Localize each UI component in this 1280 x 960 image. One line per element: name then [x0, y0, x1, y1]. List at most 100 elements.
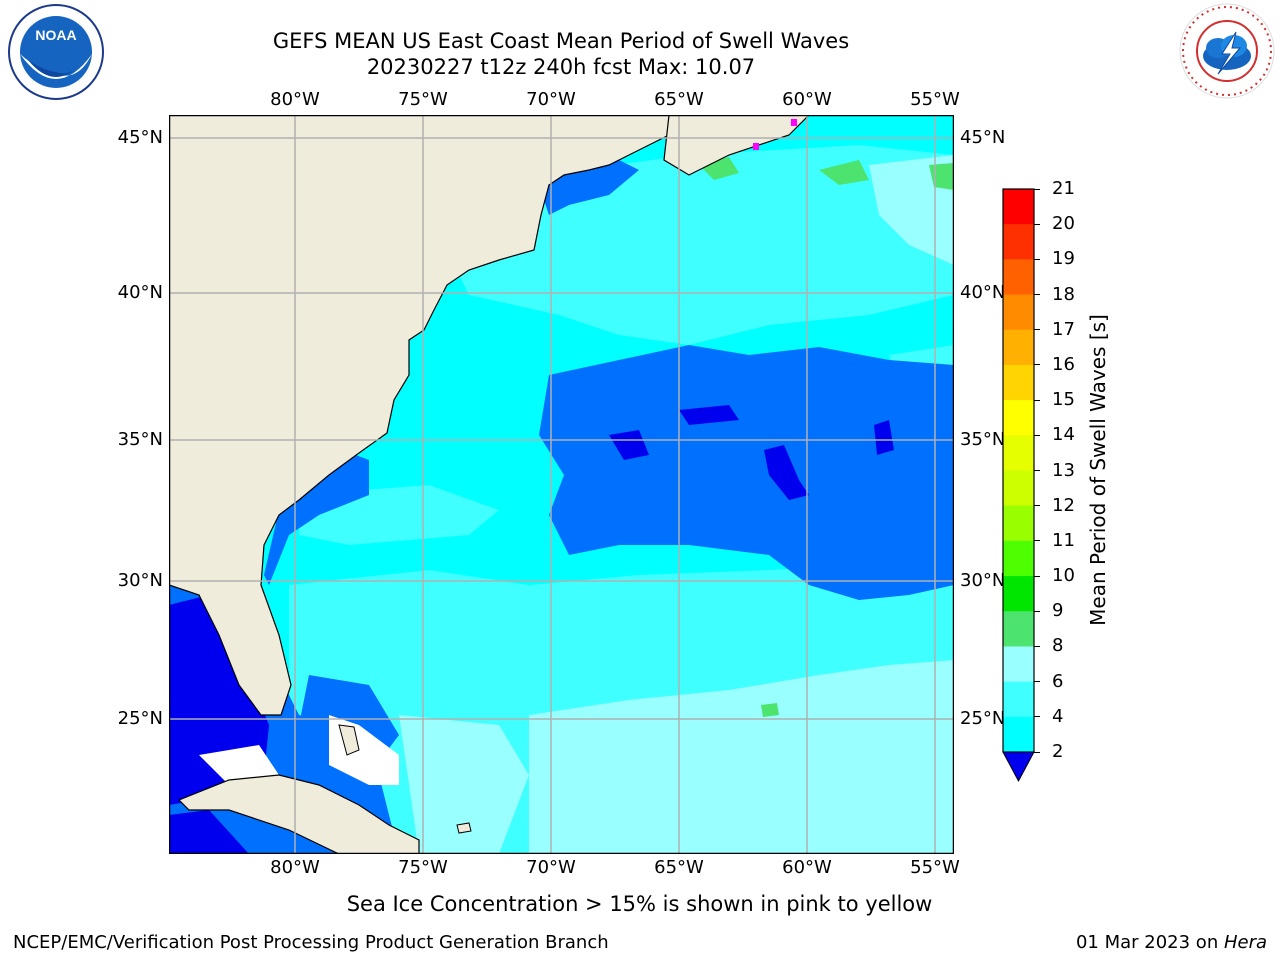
colorbar-band	[1003, 716, 1034, 753]
lat-label-right: 35°N	[960, 429, 1006, 450]
colorbar-band	[1003, 681, 1034, 718]
colorbar-band	[1003, 364, 1034, 401]
colorbar-tick-mark	[1034, 716, 1040, 718]
graticule	[169, 115, 954, 854]
lat-label-left: 45°N	[117, 127, 163, 148]
lon-label-top: 80°W	[270, 89, 320, 110]
sea-ice-mark-1	[791, 119, 797, 126]
masked-area-keys	[199, 745, 279, 785]
colorbar-tick-label: 6	[1052, 670, 1064, 692]
noaa-logo: NOAA	[8, 4, 104, 100]
map-canvas	[168, 114, 955, 855]
colorbar-tick-mark	[1034, 188, 1040, 190]
colorbar-tick-label: 4	[1052, 705, 1064, 727]
lat-label-right: 40°N	[960, 282, 1006, 303]
colorbar-band	[1003, 329, 1034, 366]
colorbar-tick-mark	[1034, 645, 1040, 647]
ocean-band-2-4-coast-se	[264, 445, 369, 585]
land-us-east-coast	[169, 115, 680, 716]
colorbar-tick-label: 15	[1052, 389, 1075, 411]
nws-logo	[1178, 2, 1276, 100]
lon-label-bottom: 65°W	[654, 857, 704, 878]
ocean-band-2-4-center	[539, 345, 954, 600]
colorbar-tick-mark	[1034, 505, 1040, 507]
colorbar-band	[1003, 576, 1034, 612]
colorbar-band	[1003, 224, 1034, 260]
ocean-band-9-10-south	[761, 703, 779, 717]
footer-machine: Hera	[1223, 932, 1267, 953]
lon-label-top: 60°W	[782, 89, 832, 110]
colorbar	[1000, 188, 1040, 784]
colorbar-tick-label: 21	[1052, 178, 1075, 199]
lon-label-bottom: 80°W	[270, 857, 320, 878]
lat-label-left: 25°N	[117, 708, 163, 729]
colorbar-band	[1003, 540, 1034, 577]
chart-title: GEFS MEAN US East Coast Mean Period of S…	[272, 29, 850, 53]
colorbar-band	[1003, 294, 1034, 331]
colorbar-tick-label: 12	[1052, 494, 1075, 516]
colorbar-tick-mark	[1034, 470, 1040, 471]
land-cuba	[177, 774, 420, 854]
lon-label-bottom: 70°W	[526, 857, 576, 878]
colorbar-tick-label: 13	[1052, 459, 1075, 481]
ocean-band-lt-2-carib	[169, 810, 249, 854]
ocean-band-lt-2-pocket2	[679, 405, 739, 425]
colorbar-tick-mark	[1034, 610, 1040, 612]
sea-ice-mark-2	[753, 143, 759, 150]
colorbar-tick-label: 9	[1052, 600, 1064, 622]
lon-label-top: 70°W	[526, 89, 576, 110]
lat-label-right: 30°N	[960, 570, 1006, 591]
ocean-band-lt-2-pocket4	[874, 420, 894, 455]
colorbar-band	[1003, 435, 1034, 471]
chart-subtitle: 20230227 t12z 240h fcst Max: 10.07	[366, 55, 756, 79]
colorbar-tick-mark	[1034, 399, 1040, 401]
swell-period-map	[168, 114, 955, 855]
land-small-island-1	[456, 822, 472, 834]
colorbar-tick-mark	[1034, 540, 1040, 542]
colorbar-band	[1003, 400, 1034, 436]
colorbar-tick-label: 19	[1052, 248, 1075, 270]
colorbar-tick-label: 2	[1052, 741, 1064, 762]
lon-label-top: 75°W	[398, 89, 448, 110]
ocean-band-lt-2-pocket1	[609, 430, 649, 460]
svg-text:NOAA: NOAA	[35, 27, 76, 43]
colorbar-tick-label: 10	[1052, 565, 1075, 587]
colorbar-label: Mean Period of Swell Waves [s]	[1086, 314, 1110, 626]
ocean-band-8-9-west	[399, 715, 529, 854]
colorbar-tick-mark	[1034, 575, 1040, 577]
colorbar-band	[1003, 259, 1034, 296]
colorbar-tick-mark	[1034, 294, 1040, 296]
colorbar-tick-mark	[1034, 329, 1040, 331]
noaa-logo-icon: NOAA	[8, 4, 104, 100]
colorbar-tick-label: 11	[1052, 529, 1075, 551]
ocean-band-9-10-ne	[819, 160, 869, 185]
footer-date: 01 Mar 2023 on Hera	[1076, 932, 1267, 954]
colorbar-tick-mark	[1034, 364, 1040, 366]
colorbar-tick-mark	[1034, 223, 1040, 225]
lat-label-left: 30°N	[117, 570, 163, 591]
lon-label-top: 55°W	[910, 89, 960, 110]
colorbar-tick-mark	[1034, 434, 1040, 436]
sea-ice-note: Sea Ice Concentration > 15% is shown in …	[346, 892, 933, 916]
colorbar-band	[1003, 505, 1034, 542]
colorbar-under-triangle	[1002, 751, 1035, 783]
lon-label-bottom: 55°W	[910, 857, 960, 878]
colorbar-tick-label: 17	[1052, 318, 1075, 340]
ocean-band-8-9-south	[529, 660, 954, 854]
colorbar-band	[1003, 470, 1034, 507]
land-nova-scotia	[663, 115, 810, 176]
colorbar-band	[1003, 189, 1034, 225]
colorbar-tick-label: 18	[1052, 283, 1075, 305]
colorbar-band	[1003, 611, 1034, 647]
colorbar-band	[1003, 646, 1034, 683]
colorbar-scale	[1002, 188, 1035, 783]
lat-label-right: 45°N	[960, 127, 1006, 148]
footer-credit: NCEP/EMC/Verification Post Processing Pr…	[13, 932, 609, 953]
colorbar-tick-label: 20	[1052, 213, 1075, 235]
lon-label-bottom: 60°W	[782, 857, 832, 878]
nws-logo-icon	[1179, 3, 1275, 99]
colorbar-tick-mark	[1034, 681, 1040, 683]
ocean-band-8-9-northeast	[869, 155, 954, 265]
colorbar-tick-label: 14	[1052, 424, 1075, 446]
land-andros	[338, 724, 360, 756]
